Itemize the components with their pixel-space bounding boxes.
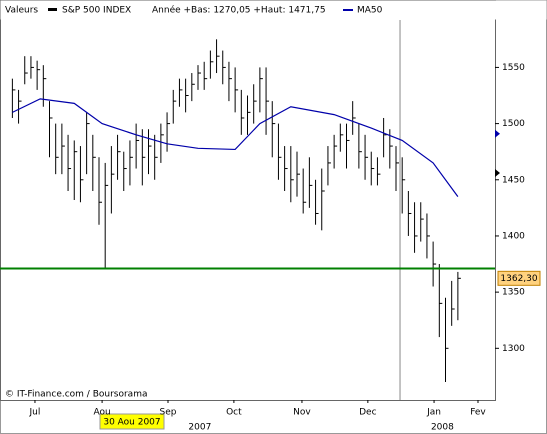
x-tick-label: Jul [29, 408, 41, 418]
y-tick-label: 1550 [502, 63, 525, 73]
price-label: 1362,30 [500, 274, 537, 284]
cursor-label: 30 Aou 2007 [103, 418, 160, 428]
credit: © IT-Finance.com / Boursorama [5, 390, 147, 400]
legend-label: S&P 500 INDEX [62, 6, 131, 16]
y-tick-label: 1350 [502, 288, 525, 298]
prefix: Valeurs [5, 6, 38, 16]
legend-swatch [48, 8, 57, 11]
price-box [497, 270, 541, 286]
x-tick-label: Oct [226, 408, 242, 418]
y-tick-label: 1500 [502, 119, 525, 129]
x-tick-label: Aou [93, 408, 110, 418]
subtitle: Année +Bas: 1270,05 +Haut: 1471,75 [152, 5, 326, 16]
x-tick-label: Dec [359, 408, 376, 418]
y-tick-label: 1300 [502, 344, 525, 354]
level-marker [495, 129, 500, 138]
year-label: 2007 [188, 423, 211, 433]
y-tick-label: 1450 [502, 175, 525, 185]
y-tick-label: 1400 [502, 231, 525, 241]
ma-line [12, 98, 459, 197]
x-tick-label: Fev [470, 408, 486, 418]
x-tick-label: Jan [426, 408, 441, 418]
level-marker [495, 169, 500, 178]
x-tick-label: Sep [160, 408, 177, 418]
header-bg [0, 0, 547, 20]
cursor-box [99, 413, 165, 430]
plot-area [0, 0, 496, 401]
legend-label: MA50 [357, 6, 383, 16]
x-tick-label: Nov [293, 408, 311, 418]
year-label: 2008 [431, 423, 454, 433]
